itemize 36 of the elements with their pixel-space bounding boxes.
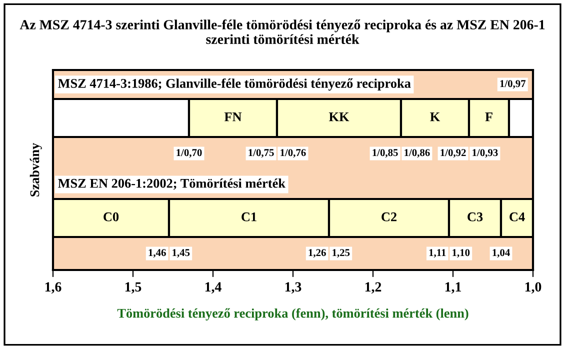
annotation: 1,04 bbox=[492, 249, 510, 258]
x-tick-label: 1,3 bbox=[285, 282, 302, 294]
x-axis-title: Tömörödési tényező reciproka (fenn), tömörítési mérték (lenn) bbox=[117, 308, 468, 320]
annotation: 1/0,70 bbox=[176, 149, 202, 158]
series-label: C2 bbox=[382, 212, 396, 222]
annotation: 1/0,75 bbox=[248, 149, 274, 158]
annotation: 1/0,86 bbox=[404, 149, 430, 158]
annotation: 1/0,93 bbox=[472, 149, 498, 158]
annotation: 1/0,97 bbox=[500, 80, 526, 89]
annotation: 1,25 bbox=[332, 249, 350, 258]
series-label: KK bbox=[328, 112, 350, 122]
series-label: F bbox=[485, 112, 492, 122]
annotation: 1,26 bbox=[308, 249, 326, 258]
series-label: C3 bbox=[468, 212, 483, 222]
x-tick-label: 1,0 bbox=[525, 282, 542, 294]
x-tick-label: 1,2 bbox=[365, 282, 382, 294]
series-label: C0 bbox=[104, 212, 119, 222]
annotation: 1/0,92 bbox=[440, 149, 466, 158]
x-tick-label: 1,6 bbox=[45, 282, 62, 294]
annotation: 1,11 bbox=[429, 249, 446, 258]
series-label: C4 bbox=[510, 212, 525, 222]
series-label: K bbox=[430, 112, 440, 122]
x-tick-label: 1,4 bbox=[205, 282, 222, 294]
annotation: 1,46 bbox=[148, 249, 166, 258]
annotation: 1/0,76 bbox=[280, 149, 306, 158]
annotation: 1,10 bbox=[452, 249, 470, 258]
annotation: 1/0,85 bbox=[372, 149, 398, 158]
chart-title: Az MSZ 4714-3 szerinti Glanville-féle tömörödési tényező reciproka és az MSZ EN 206-1 szerinti tömörítési mérték bbox=[20, 20, 545, 44]
y-tick-label: MSZ 4714-3:1986; Glanville-féle tömörödési tényező reciproka bbox=[58, 78, 411, 91]
y-tick-label: MSZ EN 206-1:2002; Tömörítési mérték bbox=[58, 178, 286, 190]
x-tick-label: 1,5 bbox=[125, 282, 142, 294]
x-tick-label: 1,1 bbox=[445, 282, 461, 294]
y-axis-title: Szabvány bbox=[30, 142, 42, 196]
series-label: FN bbox=[224, 112, 242, 122]
series-label: C1 bbox=[242, 212, 256, 222]
annotation: 1,45 bbox=[172, 249, 190, 258]
